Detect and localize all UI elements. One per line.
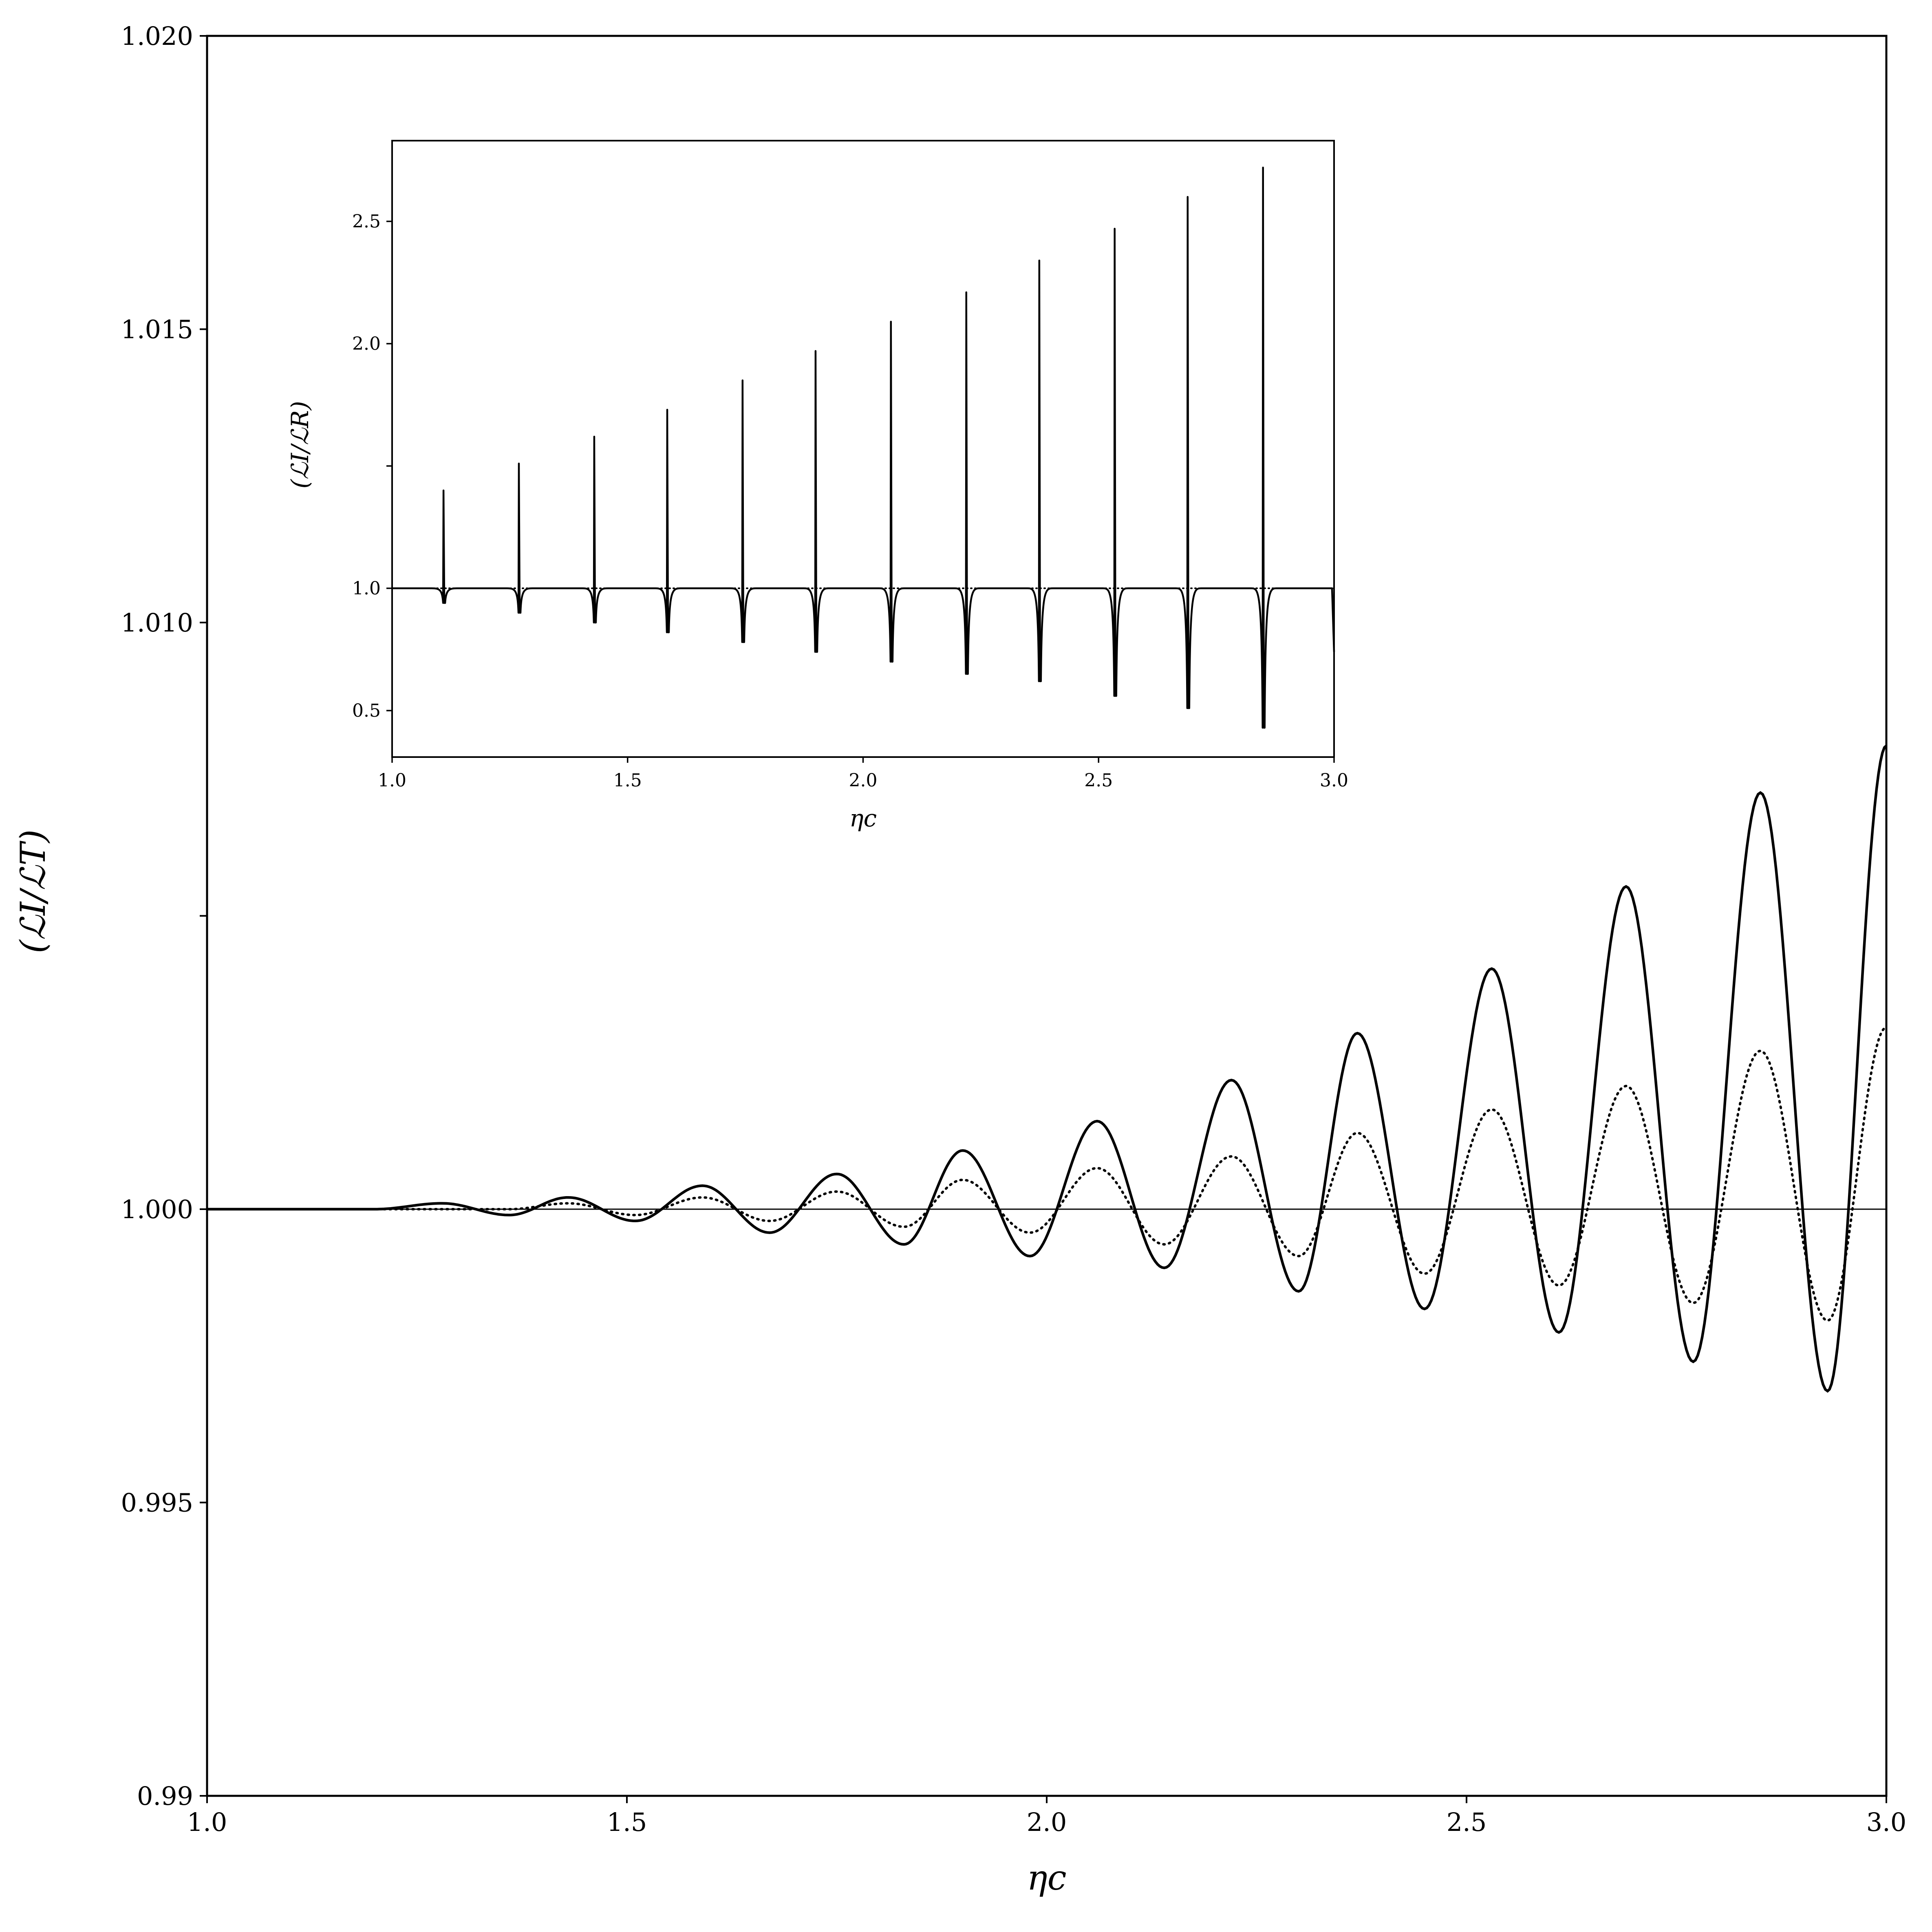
inset-x-tick-label: 1.5	[613, 770, 642, 791]
x-tick-label: 2.5	[1447, 1807, 1487, 1837]
main-series-solid-line	[207, 744, 1888, 1393]
x-tick-label: 1.5	[607, 1807, 647, 1837]
inset-x-tick-label: 1.0	[378, 770, 406, 791]
main-series-group	[206, 744, 1888, 1393]
main-chart: 1.0 1.5 2.0 2.5 3.0 0.99 0.995 1.000 1.010 1.015…	[13, 21, 1906, 1898]
inset-y-axis-label: (ℒI/ℒR)	[286, 401, 314, 489]
inset-y-tick-label: 2.5	[352, 211, 381, 232]
main-y-axis-label: (ℒI/ℒT)	[13, 829, 53, 953]
main-x-axis: 1.0 1.5 2.0 2.5 3.0	[187, 1796, 1907, 1837]
y-tick-label: 0.99	[137, 1781, 193, 1811]
inset-background	[392, 141, 1334, 757]
main-y-axis: 0.99 0.995 1.000 1.010 1.015 1.020	[121, 21, 207, 1811]
x-tick-label: 2.0	[1027, 1807, 1067, 1837]
y-tick-label: 0.995	[121, 1488, 194, 1518]
inset-x-axis-label: ηc	[849, 804, 877, 832]
y-tick-label: 1.010	[121, 608, 194, 638]
inset-y-tick-label: 0.5	[352, 700, 381, 721]
main-series-dotted-line	[206, 1026, 1888, 1322]
y-tick-label: 1.015	[121, 315, 194, 344]
y-tick-label: 1.000	[121, 1195, 194, 1224]
inset-x-tick-label: 3.0	[1320, 770, 1348, 791]
inset-series-group	[391, 166, 1335, 729]
inset-x-tick-label: 2.5	[1084, 770, 1113, 791]
inset-y-tick-label: 1.0	[352, 578, 381, 599]
y-tick-label: 1.020	[121, 21, 194, 51]
inset-y-tick-label: 2.0	[352, 333, 381, 354]
inset-x-axis: 1.0 1.5 2.0 2.5 3.0	[378, 757, 1348, 791]
inset-x-tick-label: 2.0	[849, 770, 878, 791]
main-x-axis-label: ηc	[1027, 1858, 1066, 1898]
x-tick-label: 3.0	[1866, 1807, 1907, 1837]
x-tick-label: 1.0	[187, 1807, 227, 1837]
inset-y-axis: 0.5 1.0 2.0 2.5	[352, 211, 392, 721]
inset-chart: 1.0 1.5 2.0 2.5 3.0 0.5 1.0 2.0 2.5 ηc (ℒI/ℒR)	[286, 140, 1348, 832]
